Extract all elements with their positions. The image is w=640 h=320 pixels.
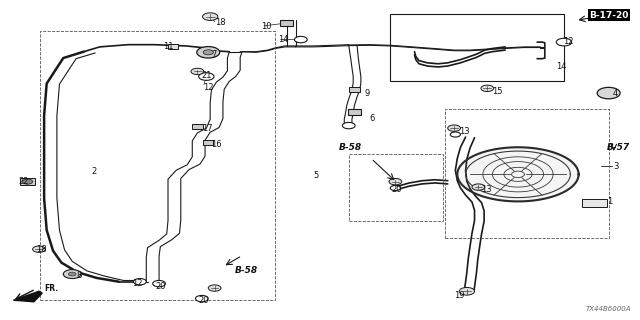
Polygon shape	[458, 147, 579, 201]
Text: 14: 14	[556, 61, 567, 70]
Text: 7: 7	[211, 50, 217, 59]
Circle shape	[68, 272, 76, 276]
Text: 11: 11	[164, 42, 174, 52]
Circle shape	[294, 36, 307, 43]
Text: 3: 3	[614, 162, 619, 171]
Text: 14: 14	[278, 35, 289, 44]
Bar	[20, 178, 35, 185]
Circle shape	[191, 68, 204, 75]
Circle shape	[203, 50, 213, 55]
Circle shape	[481, 85, 493, 92]
Text: 16: 16	[211, 140, 222, 149]
Text: B-57: B-57	[607, 143, 630, 152]
Text: 6: 6	[370, 114, 375, 123]
Text: 13: 13	[481, 185, 492, 194]
Bar	[582, 199, 607, 207]
Text: 2: 2	[92, 167, 97, 176]
Text: 18: 18	[214, 19, 225, 28]
Text: 18: 18	[36, 245, 47, 254]
Circle shape	[196, 47, 220, 58]
Text: 5: 5	[314, 172, 319, 180]
Bar	[349, 154, 444, 220]
Polygon shape	[13, 291, 42, 302]
Bar	[390, 14, 564, 81]
Circle shape	[134, 278, 147, 285]
Text: B-58: B-58	[339, 143, 362, 152]
Text: 20: 20	[392, 185, 402, 194]
Text: B-17-20: B-17-20	[589, 11, 628, 20]
Circle shape	[389, 179, 402, 185]
Bar	[204, 140, 213, 145]
Circle shape	[202, 13, 218, 20]
Text: 19: 19	[454, 291, 465, 300]
Circle shape	[195, 295, 208, 302]
Text: 9: 9	[365, 89, 370, 98]
Text: 20: 20	[198, 296, 209, 305]
Text: 21: 21	[202, 71, 212, 80]
Text: 20: 20	[156, 282, 166, 291]
Circle shape	[342, 123, 355, 129]
Text: 12: 12	[203, 83, 214, 92]
Text: B-58: B-58	[235, 266, 258, 276]
Circle shape	[22, 179, 33, 184]
Text: 17: 17	[202, 124, 213, 132]
Circle shape	[472, 184, 484, 190]
Circle shape	[153, 280, 166, 287]
Bar	[280, 20, 293, 26]
Circle shape	[556, 38, 572, 46]
Circle shape	[451, 132, 461, 137]
Text: 22: 22	[19, 177, 29, 186]
Circle shape	[460, 287, 474, 295]
Circle shape	[390, 186, 401, 191]
Bar	[348, 109, 361, 116]
Text: 4: 4	[612, 89, 618, 98]
Text: 8: 8	[76, 271, 81, 280]
Circle shape	[63, 270, 81, 278]
Text: 15: 15	[492, 87, 503, 96]
Circle shape	[198, 73, 214, 80]
Text: 12: 12	[563, 37, 573, 46]
Text: TX44B6000A: TX44B6000A	[586, 306, 632, 312]
Bar	[168, 44, 178, 49]
Text: 10: 10	[261, 22, 272, 31]
Bar	[445, 109, 609, 238]
Circle shape	[597, 87, 620, 99]
Bar	[191, 124, 203, 129]
Text: 12: 12	[132, 279, 142, 288]
Bar	[349, 87, 360, 92]
Circle shape	[208, 285, 221, 291]
Text: 13: 13	[460, 127, 470, 136]
Circle shape	[448, 125, 461, 131]
Text: FR.: FR.	[44, 284, 58, 292]
Bar	[40, 31, 275, 300]
Text: 1: 1	[607, 197, 612, 206]
Circle shape	[33, 246, 45, 252]
